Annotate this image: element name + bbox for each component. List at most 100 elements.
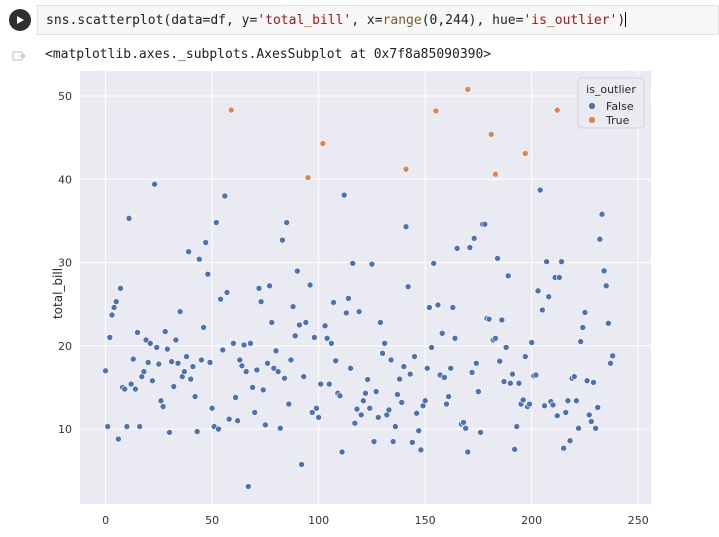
data-point-false (234, 417, 241, 425)
cell-output-text: <matplotlib.axes._subplots.AxesSubplot a… (45, 47, 492, 62)
data-point-false (381, 339, 388, 347)
data-point-false (125, 215, 133, 222)
data-point-false (389, 438, 397, 445)
data-point-false (345, 295, 352, 302)
plot-area (80, 71, 651, 504)
data-point-false (193, 428, 201, 435)
data-point-false (451, 334, 459, 342)
legend-label-true: True (605, 114, 630, 127)
code-line: sns.scatterplot(data=df, y='total_bill',… (46, 12, 627, 28)
data-point-false (377, 319, 384, 326)
data-point-false (253, 366, 261, 374)
data-point-false (355, 308, 363, 315)
data-point-false (289, 303, 297, 310)
data-point-false (602, 282, 610, 290)
y-tick-label: 40 (58, 173, 72, 186)
data-point-false (596, 235, 604, 243)
data-point-false (168, 358, 175, 365)
data-point-false (570, 373, 578, 380)
data-point-false (481, 220, 489, 228)
data-point-false (504, 272, 512, 280)
data-point-true (227, 106, 235, 114)
legend-label-false: False (606, 100, 634, 113)
code-string-hue: 'is_outlier' (523, 13, 618, 28)
data-point-false (164, 345, 171, 353)
data-point-false (475, 388, 482, 395)
data-point-false (262, 421, 269, 429)
data-point-false (541, 402, 548, 410)
data-point-false (592, 424, 599, 432)
data-point-false (588, 418, 595, 425)
data-point-false (336, 392, 344, 400)
data-point-false (600, 267, 608, 275)
data-point-false (325, 380, 333, 388)
data-point-false (577, 338, 584, 345)
data-point-false (230, 339, 237, 347)
data-point-false (528, 339, 535, 346)
code-token: (0,244) (421, 13, 477, 28)
data-point-false (385, 406, 393, 414)
data-point-false (438, 329, 446, 337)
data-point-false (466, 244, 474, 251)
data-point-false (404, 283, 412, 290)
data-point-false (357, 411, 365, 419)
data-point-false (583, 377, 591, 385)
data-point-false (605, 320, 612, 327)
scatter-chart: 0 50 100 150 200 250 10 20 30 40 50 total_bill is… (51, 71, 651, 527)
data-point-false (392, 423, 399, 430)
data-point-false (515, 379, 523, 387)
data-point-false (161, 328, 169, 335)
data-point-false (511, 446, 518, 453)
data-point-false (447, 364, 455, 372)
data-point-false (172, 336, 180, 344)
code-cell-editor[interactable]: sns.scatterplot(data=df, y='total_bill',… (37, 5, 719, 35)
data-point-false (585, 411, 593, 419)
data-point-false (270, 364, 278, 372)
data-point-false (257, 298, 265, 305)
data-point-false (110, 304, 118, 311)
data-point-true (553, 106, 561, 114)
data-point-false (140, 368, 148, 375)
data-point-false (255, 285, 263, 292)
run-cell-button[interactable] (9, 9, 31, 31)
data-point-false (102, 367, 109, 375)
data-point-false (281, 374, 288, 382)
data-point-false (204, 270, 212, 278)
x-tick-label: 0 (102, 514, 109, 527)
data-point-false (223, 289, 231, 296)
data-point-false (338, 448, 346, 456)
legend-marker-false (588, 102, 596, 110)
data-point-false (411, 353, 418, 360)
data-point-false (558, 258, 565, 265)
data-point-false (590, 379, 597, 386)
data-point-true (319, 140, 327, 147)
data-point-false (115, 435, 122, 443)
data-point-false (221, 192, 229, 200)
data-point-true (487, 130, 495, 138)
data-point-false (581, 309, 589, 316)
data-point-false (485, 315, 493, 323)
y-tick-label: 10 (58, 423, 72, 436)
code-token: ) (617, 13, 626, 28)
data-point-false (521, 353, 529, 360)
data-point-false (285, 400, 293, 408)
data-point-false (607, 359, 614, 367)
data-point-false (494, 255, 501, 262)
x-tick-label: 200 (521, 514, 542, 527)
data-point-false (121, 385, 129, 393)
data-point-false (500, 378, 508, 385)
output-icon[interactable] (12, 50, 26, 62)
data-point-false (215, 425, 222, 433)
data-point-false (251, 409, 259, 416)
data-point-false (426, 304, 433, 311)
data-point-false (430, 260, 437, 267)
data-point-false (242, 368, 250, 375)
data-point-false (302, 319, 310, 326)
data-point-false (462, 424, 469, 432)
data-point-false (406, 370, 414, 378)
data-point-false (423, 364, 431, 372)
data-point-false (315, 414, 322, 421)
data-point-false (366, 404, 374, 412)
data-point-false (219, 346, 227, 354)
data-point-false (413, 409, 420, 417)
